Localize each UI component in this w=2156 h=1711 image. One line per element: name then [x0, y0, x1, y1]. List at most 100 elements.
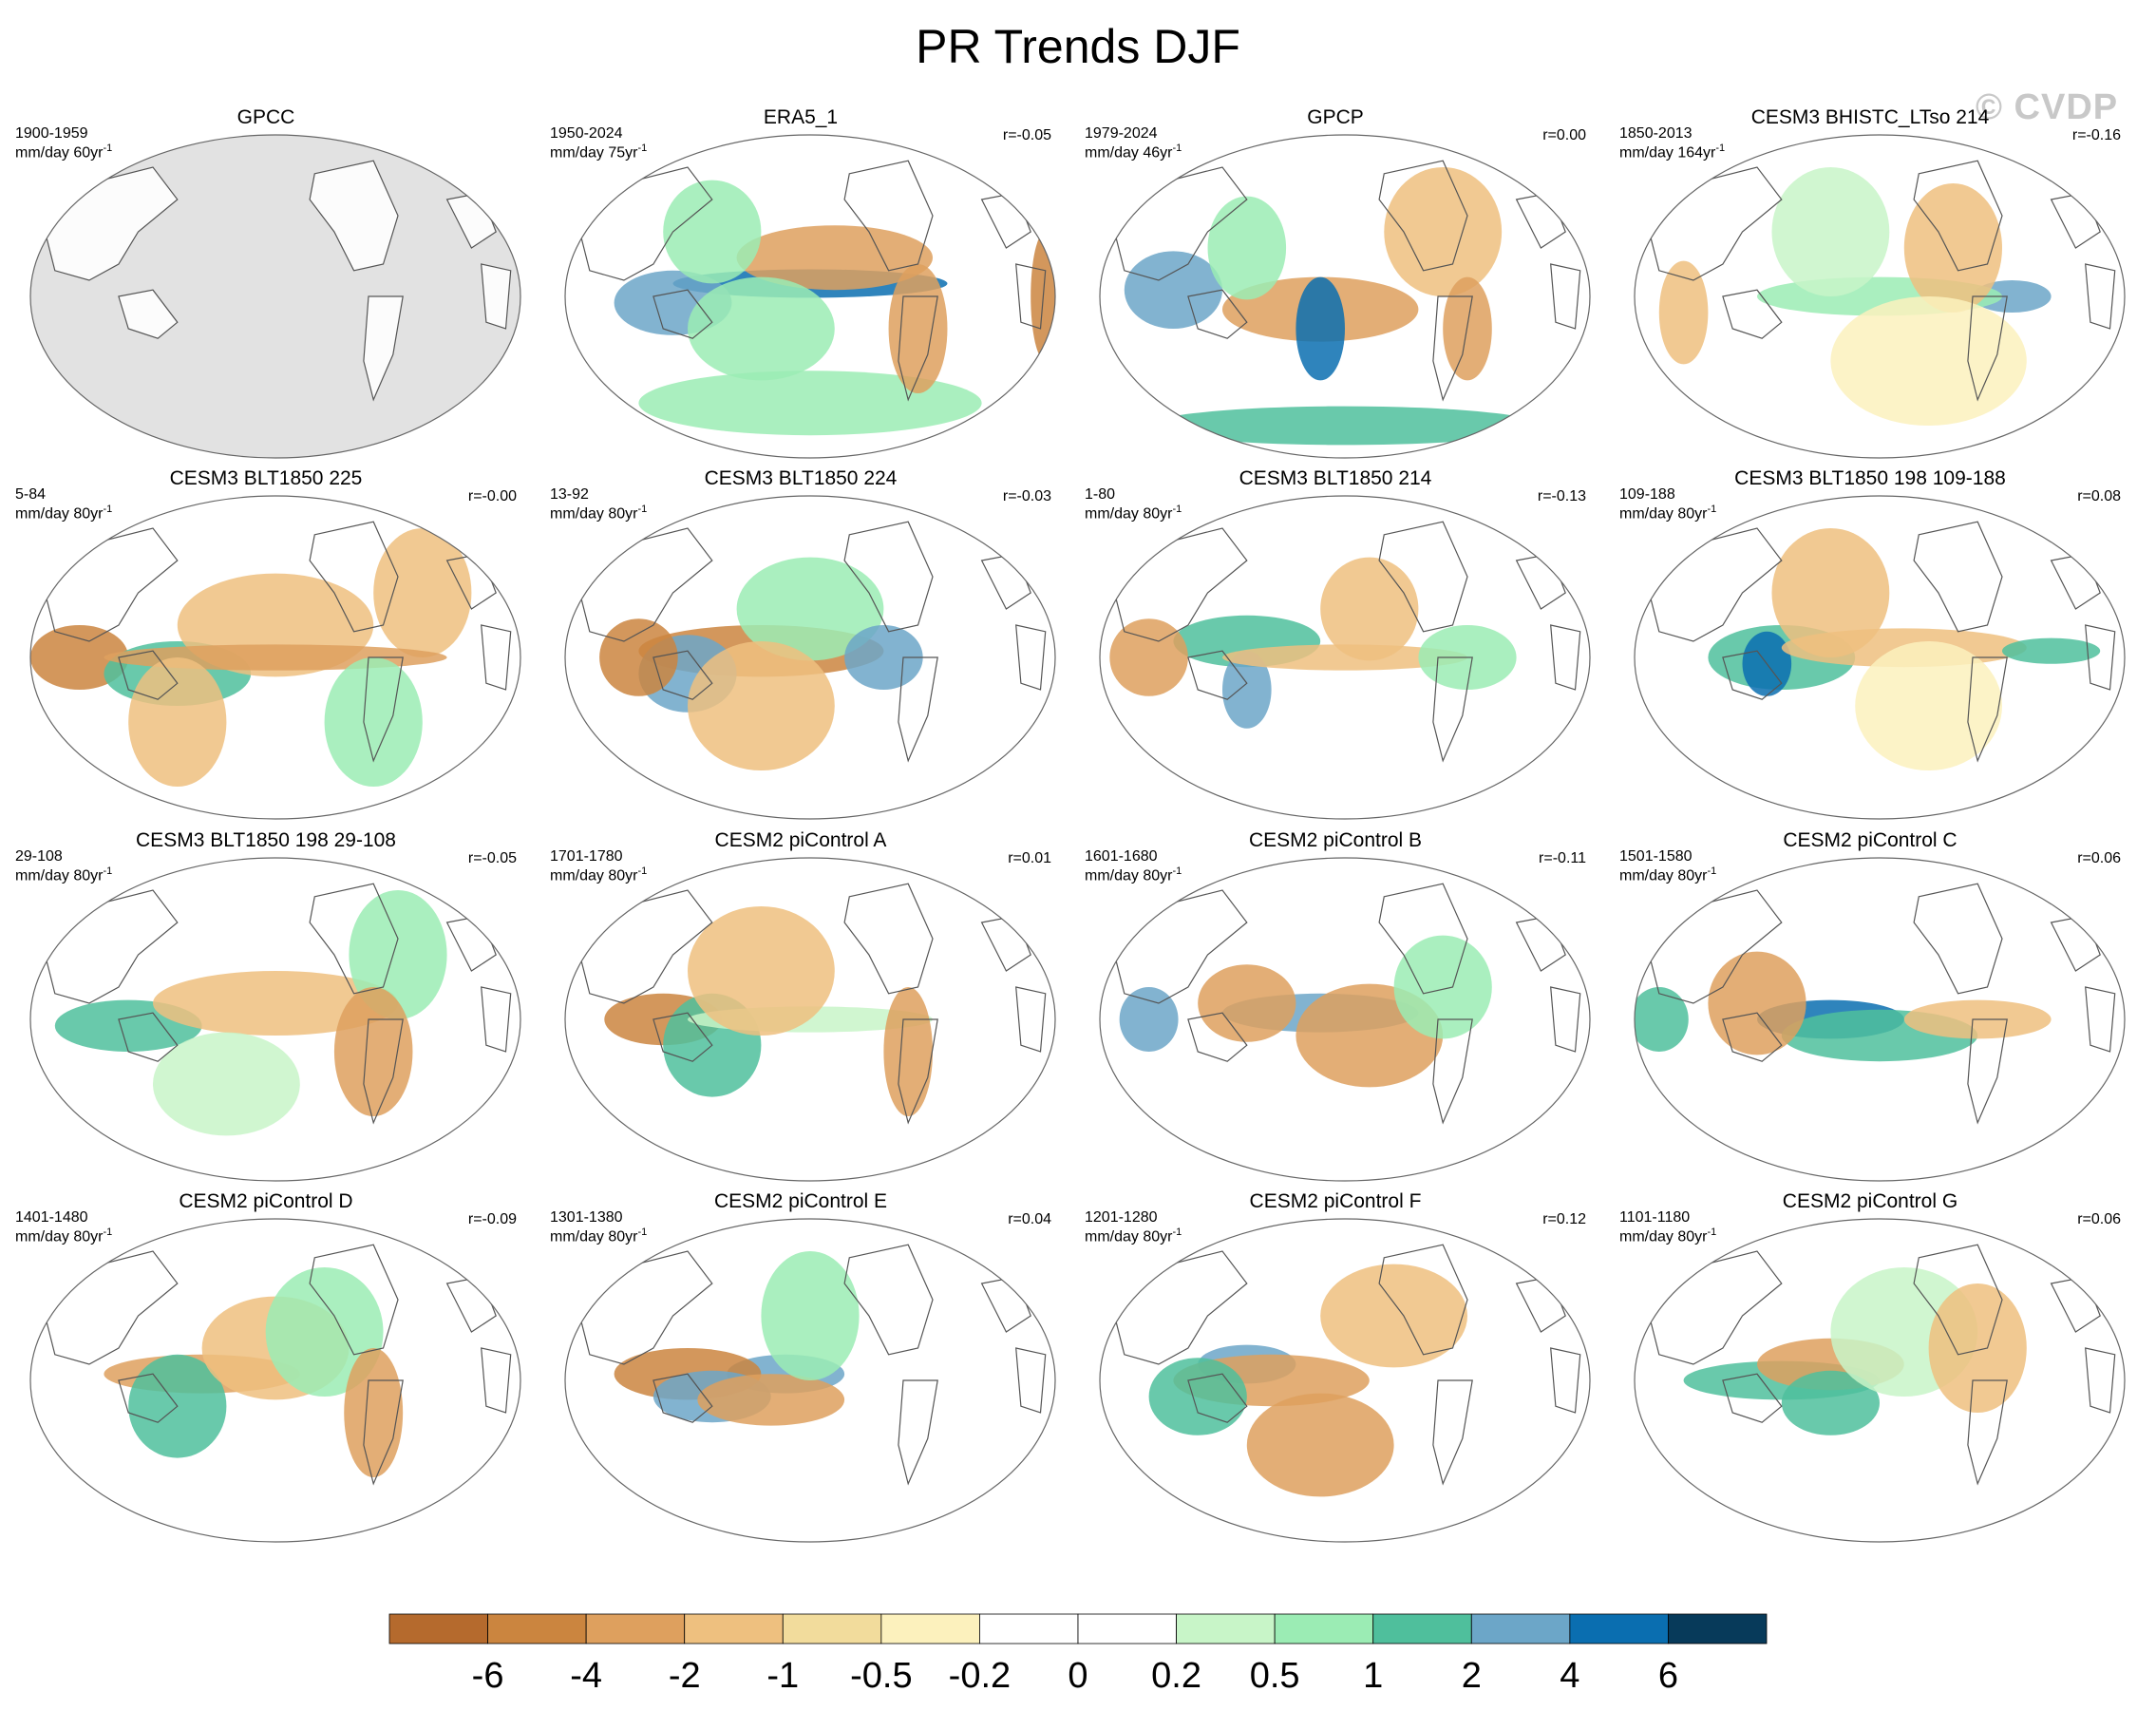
- units-label: mm/day 164yr-1: [1619, 143, 1725, 162]
- coastline: [1722, 1012, 1783, 1062]
- units-label: mm/day 75yr-1: [550, 143, 647, 162]
- colorbar-swatch: [684, 1613, 784, 1644]
- units-label: mm/day 80yr-1: [1619, 865, 1716, 884]
- coastline: [363, 295, 404, 402]
- map-border: [29, 495, 521, 820]
- map-panel: CESM2 piControl A 1701-1780 mm/day 80yr-1 r…: [535, 829, 1067, 1190]
- coastline: [309, 160, 399, 272]
- coastline: [1187, 289, 1248, 339]
- units-text: mm/day 80yr: [1085, 1228, 1173, 1245]
- trend-anomaly: [1148, 406, 1541, 446]
- units-superscript: -1: [103, 1226, 113, 1238]
- map-panel: CESM2 piControl E 1301-1380 mm/day 80yr-1 r…: [535, 1190, 1067, 1551]
- coastline: [44, 1250, 179, 1365]
- correlation-label: r=0.06: [2077, 1211, 2121, 1227]
- units-superscript: -1: [103, 143, 113, 154]
- coastline: [1550, 986, 1581, 1053]
- units-superscript: -1: [1172, 865, 1182, 877]
- coastline: [309, 521, 399, 633]
- map-border: [1099, 134, 1591, 459]
- colorbar-swatch: [979, 1613, 1079, 1644]
- correlation-label: r=0.00: [1542, 127, 1586, 143]
- world-map: [1099, 134, 1591, 459]
- colorbar-swatch: [782, 1613, 882, 1644]
- period-label: 1900-1959: [15, 125, 88, 142]
- world-map: [29, 134, 521, 459]
- world-map: [1099, 495, 1591, 820]
- map-border: [564, 857, 1056, 1182]
- world-map: [1634, 1218, 2126, 1543]
- units-label: mm/day 80yr-1: [550, 504, 647, 523]
- coastline: [363, 656, 404, 763]
- units-label: mm/day 80yr-1: [15, 865, 112, 884]
- trend-anomaly: [1222, 651, 1272, 729]
- trend-anomaly: [1384, 167, 1503, 296]
- coastline: [118, 1012, 179, 1062]
- coastline: [1913, 160, 2003, 272]
- period-label: 1101-1180: [1619, 1209, 1691, 1226]
- period-label: 13-92: [550, 486, 589, 503]
- colorbar-swatch: [388, 1613, 488, 1644]
- map-border: [564, 134, 1056, 459]
- map-border: [1634, 134, 2126, 459]
- trend-anomaly: [736, 557, 884, 661]
- units-text: mm/day 164yr: [1619, 144, 1716, 162]
- period-label: 5-84: [15, 486, 47, 503]
- correlation-label: r=0.04: [1008, 1211, 1051, 1227]
- coastline: [578, 166, 713, 281]
- coastline: [1722, 650, 1783, 700]
- trend-anomaly: [1109, 618, 1188, 696]
- panel-title: CESM3 BHISTC_LTso 214: [1750, 106, 1990, 128]
- coastline: [309, 1244, 399, 1356]
- units-label: mm/day 80yr-1: [1619, 1226, 1716, 1245]
- colorbar-swatch: [880, 1613, 980, 1644]
- trend-anomaly: [1124, 251, 1222, 329]
- correlation-label: r=-0.09: [467, 1211, 517, 1227]
- trend-anomaly: [1320, 557, 1419, 661]
- correlation-label: r=-0.05: [1002, 127, 1051, 143]
- coastline: [1187, 1012, 1248, 1062]
- coastline: [1550, 1347, 1581, 1414]
- trend-anomaly: [2002, 637, 2101, 664]
- trend-anomaly: [638, 371, 982, 436]
- colorbar-swatch: [1372, 1613, 1472, 1644]
- coastline: [118, 650, 179, 700]
- coastline: [118, 1373, 179, 1423]
- period-label: 1-80: [1085, 486, 1116, 503]
- map-panel: CESM2 piControl G 1101-1180 mm/day 80yr-1 r…: [1604, 1190, 2136, 1551]
- trend-anomaly: [1903, 183, 2002, 313]
- map-panel: CESM3 BLT1850 198 29-108 29-108 mm/day 80y…: [0, 829, 532, 1190]
- units-label: mm/day 80yr-1: [1085, 504, 1182, 523]
- period-label: 1601-1680: [1085, 848, 1158, 865]
- panel-title: CESM2 piControl A: [714, 829, 887, 851]
- units-superscript: -1: [1707, 504, 1717, 515]
- trend-anomaly: [1393, 935, 1492, 1039]
- map-panel: GPCP 1979-2024 mm/day 46yr-1 r=0.00: [1069, 106, 1601, 467]
- units-text: mm/day 60yr: [15, 144, 104, 162]
- units-superscript: -1: [1707, 865, 1717, 877]
- coastline: [843, 883, 934, 995]
- coastline: [1113, 527, 1248, 642]
- coastline: [1967, 295, 2008, 402]
- coastline: [1913, 521, 2003, 633]
- coastline: [1913, 883, 2003, 995]
- units-text: mm/day 80yr: [1619, 505, 1708, 523]
- trend-anomaly: [663, 180, 762, 284]
- map-panel: CESM2 piControl D 1401-1480 mm/day 80yr-1 r…: [0, 1190, 532, 1551]
- world-map: [564, 134, 1056, 459]
- trend-anomaly: [761, 1251, 860, 1380]
- coastline: [1113, 889, 1248, 1004]
- correlation-label: r=0.01: [1008, 850, 1051, 866]
- units-superscript: -1: [1172, 143, 1182, 154]
- units-superscript: -1: [637, 504, 648, 515]
- coastline: [1432, 295, 1473, 402]
- trend-anomaly: [1830, 296, 2027, 426]
- map-border: [1634, 1218, 2126, 1543]
- coastline: [2085, 263, 2116, 330]
- panel-title: ERA5_1: [763, 106, 839, 128]
- trend-anomaly: [599, 618, 678, 696]
- coastline: [363, 1379, 404, 1486]
- units-text: mm/day 46yr: [1085, 144, 1173, 162]
- period-label: 1701-1780: [550, 848, 623, 865]
